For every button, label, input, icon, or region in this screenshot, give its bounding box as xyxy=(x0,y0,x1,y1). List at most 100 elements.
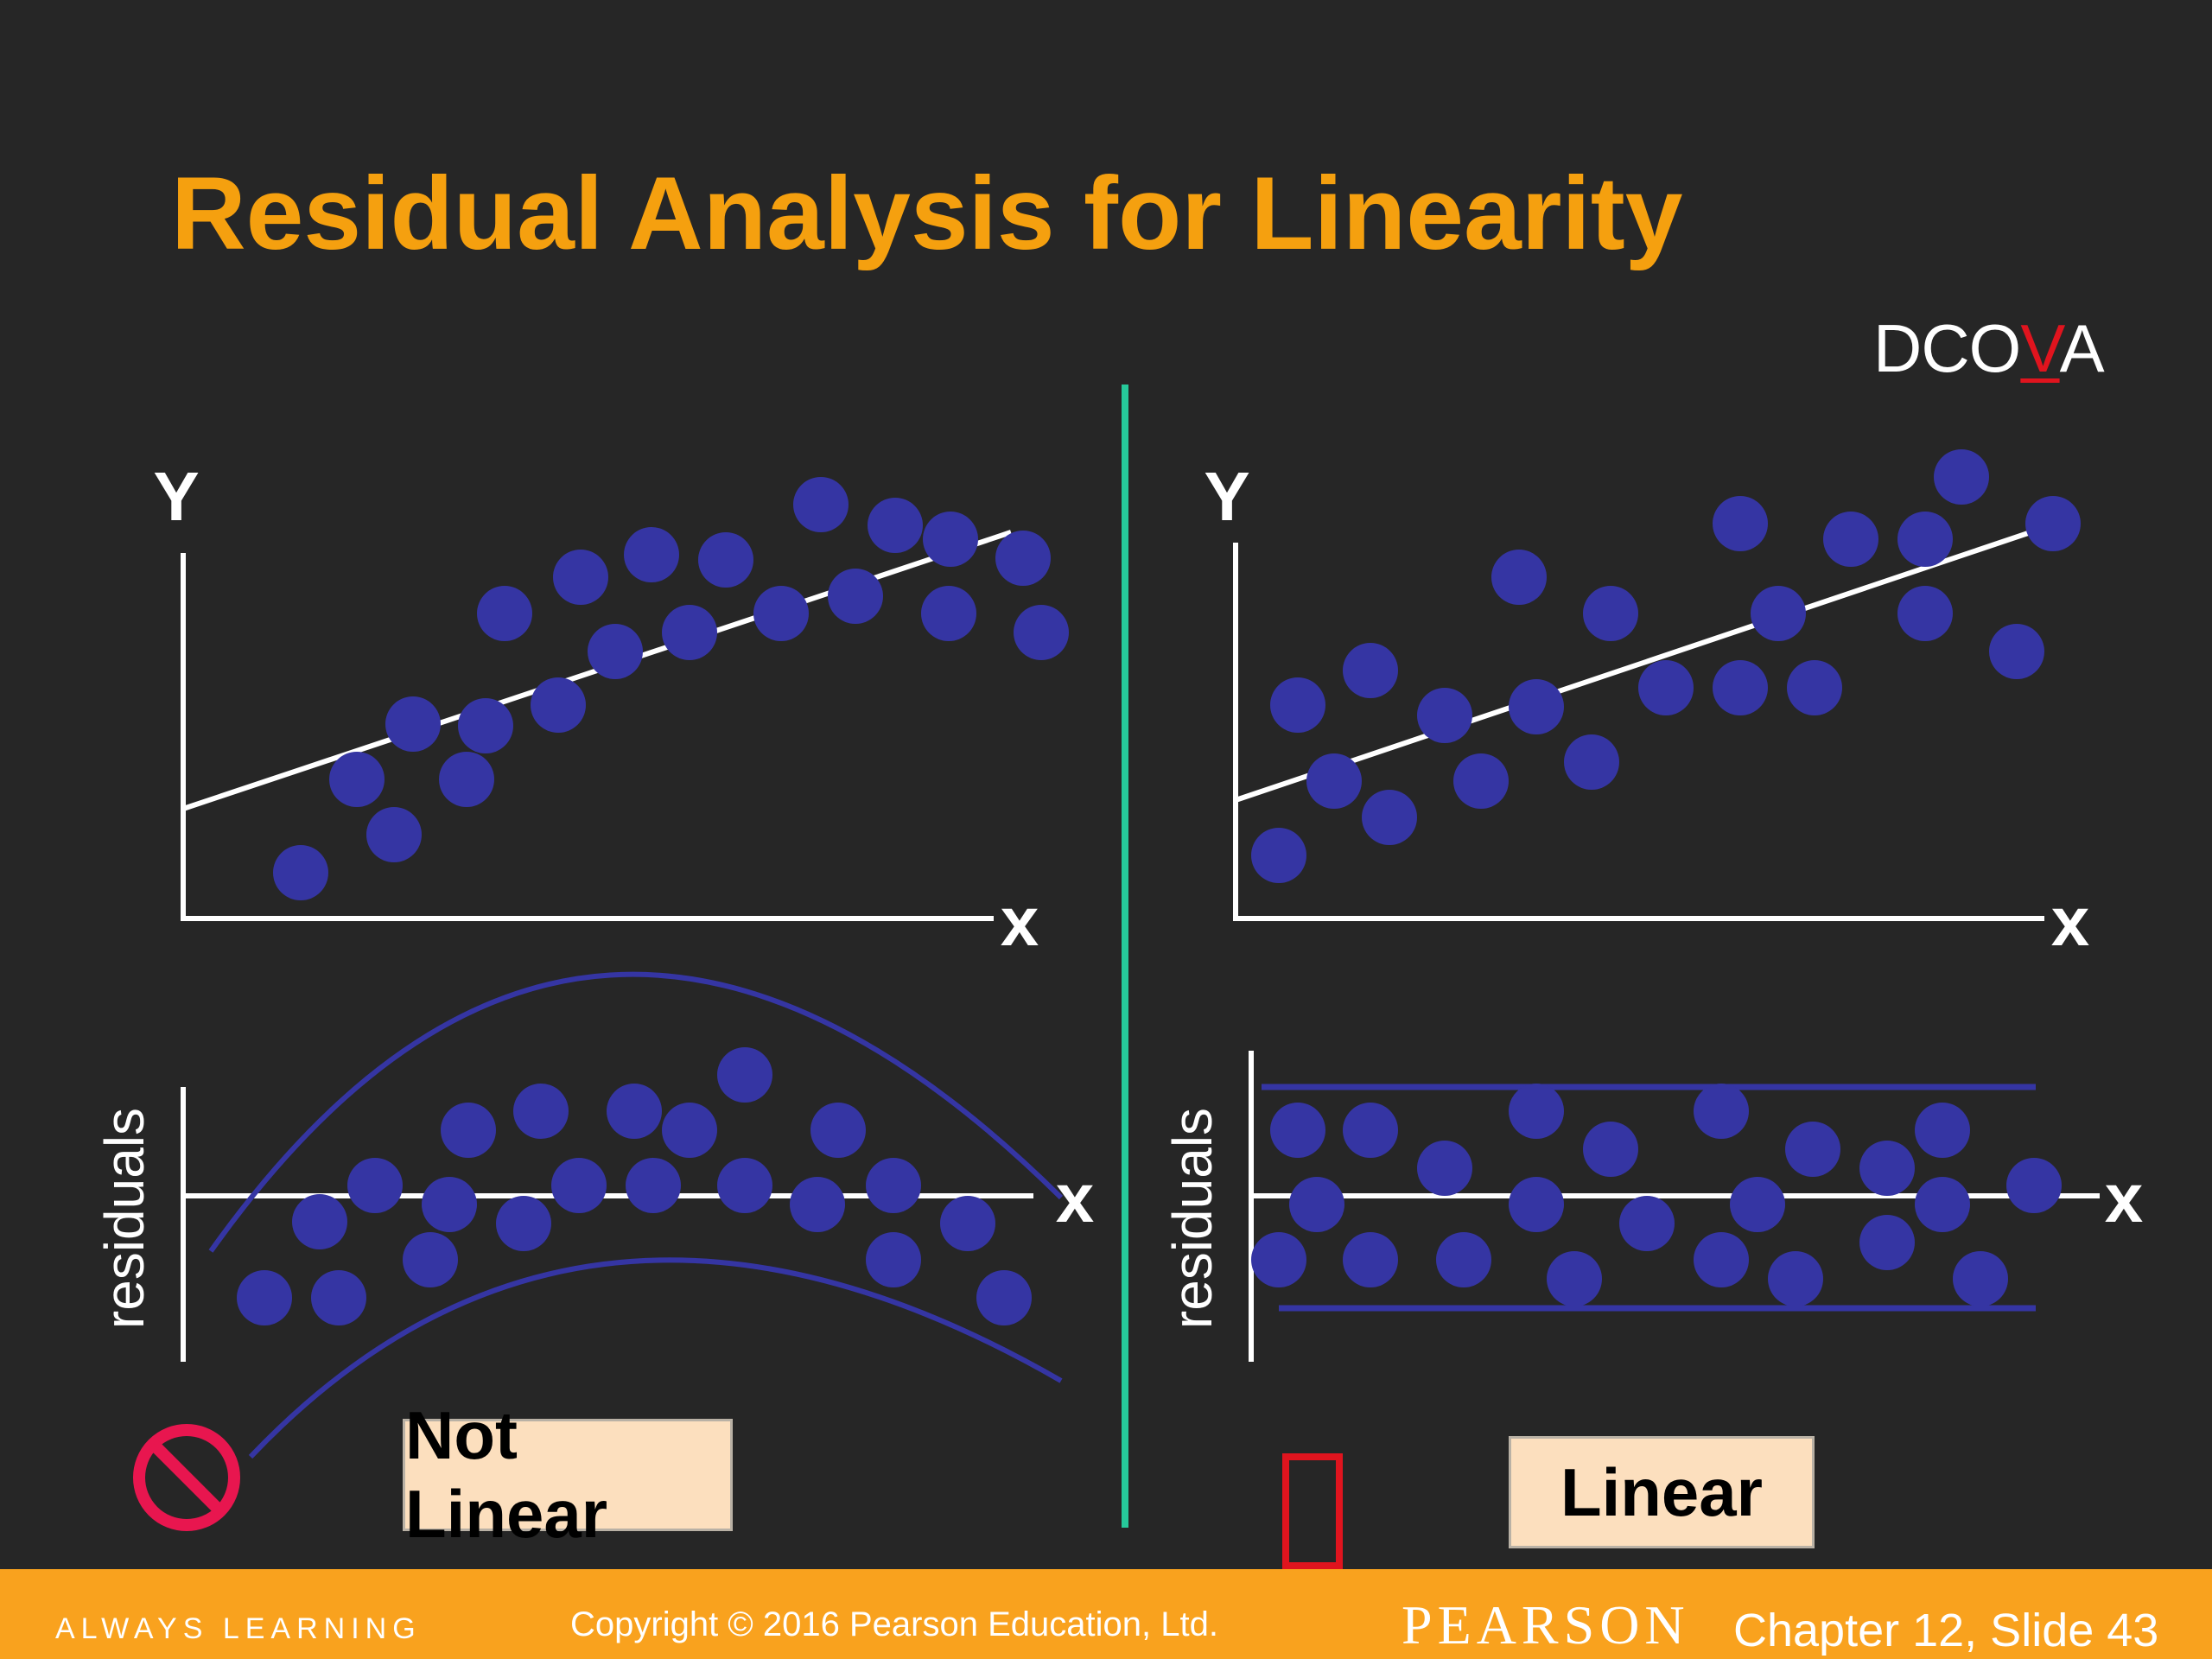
right-scatter-plot: Y x xyxy=(1204,449,2089,960)
data-point xyxy=(1897,586,1953,641)
data-point xyxy=(1491,550,1547,605)
data-point xyxy=(1823,512,1878,567)
data-point xyxy=(1583,586,1638,641)
data-point xyxy=(1014,605,1069,660)
data-point xyxy=(607,1084,662,1139)
data-point xyxy=(717,1047,772,1103)
left-scatter-x-label: x xyxy=(1001,883,1039,960)
data-point xyxy=(790,1177,845,1232)
data-point xyxy=(439,752,494,807)
dcova-label: DCOVA xyxy=(1873,309,2105,388)
data-point xyxy=(1417,688,1472,743)
prohibited-icon xyxy=(133,1424,240,1531)
left-residual-plot: residuals x xyxy=(93,971,1095,1459)
data-point xyxy=(624,527,679,582)
linear-label: Linear xyxy=(1509,1436,1815,1548)
right-scatter-axes xyxy=(1233,543,2044,921)
data-point xyxy=(496,1196,551,1251)
data-point xyxy=(1934,449,1989,505)
data-point xyxy=(1251,1232,1306,1287)
left-residual-upper-curve xyxy=(208,971,1064,1253)
data-point xyxy=(1343,1232,1398,1287)
data-point xyxy=(292,1194,347,1249)
data-point xyxy=(1270,677,1325,733)
data-point xyxy=(1859,1215,1915,1270)
data-point xyxy=(1343,643,1398,698)
footer-bar: ALWAYS LEARNING Copyright © 2016 Pearson… xyxy=(0,1569,2212,1659)
data-point xyxy=(1859,1141,1915,1196)
data-point xyxy=(385,696,441,752)
data-point xyxy=(311,1270,366,1325)
data-point xyxy=(347,1158,403,1213)
data-point xyxy=(662,605,717,660)
data-point xyxy=(1436,1232,1491,1287)
right-scatter-x-label: x xyxy=(2051,883,2090,960)
data-point xyxy=(513,1084,569,1139)
data-point xyxy=(828,569,883,624)
data-point xyxy=(1713,660,1768,715)
data-point xyxy=(1306,753,1362,809)
data-point xyxy=(551,1158,607,1213)
right-residual-points xyxy=(1251,1084,2062,1306)
left-scatter-points xyxy=(273,477,1069,900)
data-point xyxy=(921,586,976,641)
left-scatter-plot: Y x xyxy=(153,458,1069,960)
data-point xyxy=(1417,1141,1472,1196)
empty-checkbox-icon xyxy=(1282,1453,1343,1569)
data-point xyxy=(1713,496,1768,551)
data-point xyxy=(1509,1084,1564,1139)
data-point xyxy=(866,1158,921,1213)
data-point xyxy=(422,1177,477,1232)
data-point xyxy=(1251,828,1306,883)
left-residual-lower-curve xyxy=(248,1257,1063,1459)
data-point xyxy=(588,624,643,679)
left-residual-points xyxy=(237,1047,1032,1325)
data-point xyxy=(1694,1232,1749,1287)
data-point xyxy=(273,845,328,900)
data-point xyxy=(940,1196,995,1251)
data-point xyxy=(1619,1196,1675,1251)
data-point xyxy=(531,677,586,733)
data-point xyxy=(662,1103,717,1158)
data-point xyxy=(441,1103,496,1158)
right-residual-y-label: residuals xyxy=(1161,1108,1224,1329)
data-point xyxy=(810,1103,866,1158)
data-point xyxy=(1564,734,1619,790)
left-residual-x-label: x xyxy=(1056,1160,1095,1236)
data-point xyxy=(1270,1103,1325,1158)
data-point xyxy=(2025,496,2081,551)
left-scatter-y-label: Y xyxy=(153,458,199,535)
data-point xyxy=(1343,1103,1398,1158)
left-residual-y-label: residuals xyxy=(93,1108,156,1329)
right-residual-plot: residuals x xyxy=(1161,1051,2143,1362)
dcova-before: DCO xyxy=(1873,310,2021,386)
data-point xyxy=(1362,790,1417,845)
left-scatter-axes xyxy=(181,553,994,921)
data-point xyxy=(1751,586,1806,641)
data-point xyxy=(1989,624,2044,679)
not-linear-label: Not Linear xyxy=(403,1397,733,1552)
footer-copyright: Copyright © 2016 Pearson Education, Ltd. xyxy=(570,1605,1218,1643)
data-point xyxy=(868,498,923,553)
data-point xyxy=(329,752,385,807)
data-point xyxy=(866,1232,921,1287)
data-point xyxy=(1915,1103,1970,1158)
data-point xyxy=(717,1158,772,1213)
data-point xyxy=(1694,1084,1749,1139)
data-point xyxy=(1509,1177,1564,1232)
dcova-after: A xyxy=(2059,310,2105,386)
right-scatter-points xyxy=(1251,449,2081,883)
dcova-highlight: V xyxy=(2020,310,2060,386)
data-point xyxy=(1953,1251,2008,1306)
data-point xyxy=(995,531,1051,586)
footer-slide-ref: Chapter 12, Slide 43 xyxy=(1733,1605,2159,1656)
data-point xyxy=(1730,1177,1785,1232)
data-point xyxy=(923,512,978,567)
data-point xyxy=(698,532,753,588)
footer-brand-logo: PEARSON xyxy=(1402,1594,1690,1656)
footer-tagline: ALWAYS LEARNING xyxy=(55,1612,422,1645)
data-point xyxy=(1785,1122,1840,1177)
data-point xyxy=(237,1270,292,1325)
data-point xyxy=(1453,753,1509,809)
